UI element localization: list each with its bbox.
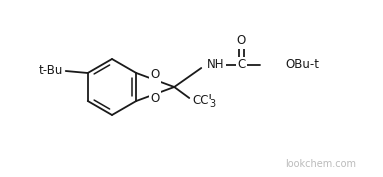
Text: C: C [237,59,246,72]
Text: O: O [151,93,160,105]
Text: OBu-t: OBu-t [285,59,319,72]
Text: NH: NH [207,59,225,72]
Text: t-Bu: t-Bu [38,64,63,78]
Text: CCl: CCl [192,95,212,107]
Text: lookchem.com: lookchem.com [285,159,356,169]
Text: 3: 3 [209,99,215,109]
Text: O: O [237,35,246,47]
Text: O: O [151,68,160,81]
